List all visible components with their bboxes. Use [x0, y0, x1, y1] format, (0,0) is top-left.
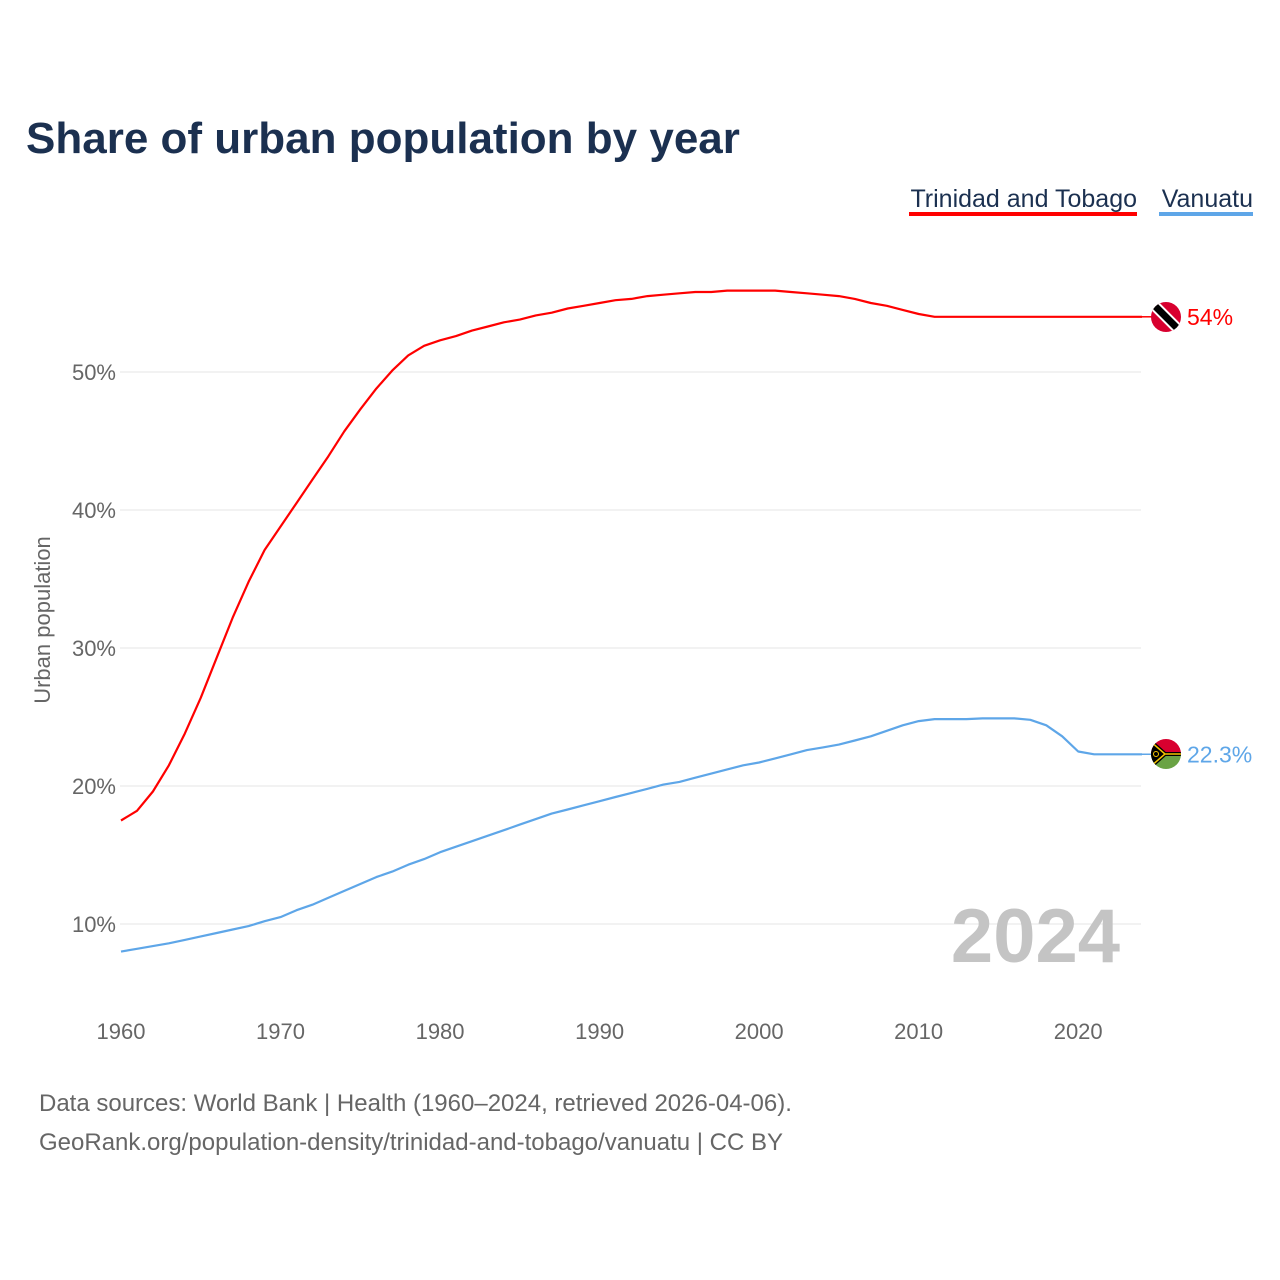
legend: Trinidad and Tobago Vanuatu: [909, 185, 1253, 216]
y-tick-label: 30%: [72, 636, 116, 661]
y-axis-label: Urban population: [30, 536, 55, 704]
x-tick-label: 1990: [575, 1019, 624, 1044]
x-tick-label: 1970: [256, 1019, 305, 1044]
y-tick-label: 50%: [72, 360, 116, 385]
y-tick-label: 20%: [72, 774, 116, 799]
x-tick-label: 2010: [894, 1019, 943, 1044]
trinidad-and-tobago-flag-icon: [1151, 302, 1181, 332]
y-axis: 10% 20% 30% 40% 50%: [72, 360, 116, 937]
gridlines: [120, 371, 1141, 925]
x-tick-label: 1960: [97, 1019, 146, 1044]
vanuatu-flag-icon: [1151, 739, 1181, 769]
legend-item-vanuatu[interactable]: Vanuatu: [1162, 185, 1253, 213]
end-value-label: 22.3%: [1187, 741, 1252, 767]
series-line-vanuatu: [120, 717, 1142, 953]
legend-item-trinidad-and-tobago[interactable]: Trinidad and Tobago: [910, 185, 1137, 213]
y-tick-label: 40%: [72, 498, 116, 523]
series-line-trinidad-and-tobago: [120, 289, 1142, 822]
series-lines: [120, 289, 1152, 953]
x-tick-label: 2020: [1054, 1019, 1103, 1044]
legend-swatch-trinidad-and-tobago: [909, 212, 1137, 216]
x-tick-label: 2000: [735, 1019, 784, 1044]
y-tick-label: 10%: [72, 912, 116, 937]
chart-title: Share of urban population by year: [26, 114, 740, 163]
year-watermark: 2024: [951, 894, 1120, 979]
footer-sources: Data sources: World Bank | Health (1960–…: [39, 1090, 792, 1117]
end-value-label: 54%: [1187, 304, 1233, 330]
legend-swatch-vanuatu: [1159, 212, 1253, 216]
x-tick-label: 1980: [416, 1019, 465, 1044]
footer-attribution[interactable]: GeoRank.org/population-density/trinidad-…: [39, 1129, 783, 1156]
x-axis: 1960 1970 1980 1990 2000 2010 2020: [97, 1019, 1103, 1044]
